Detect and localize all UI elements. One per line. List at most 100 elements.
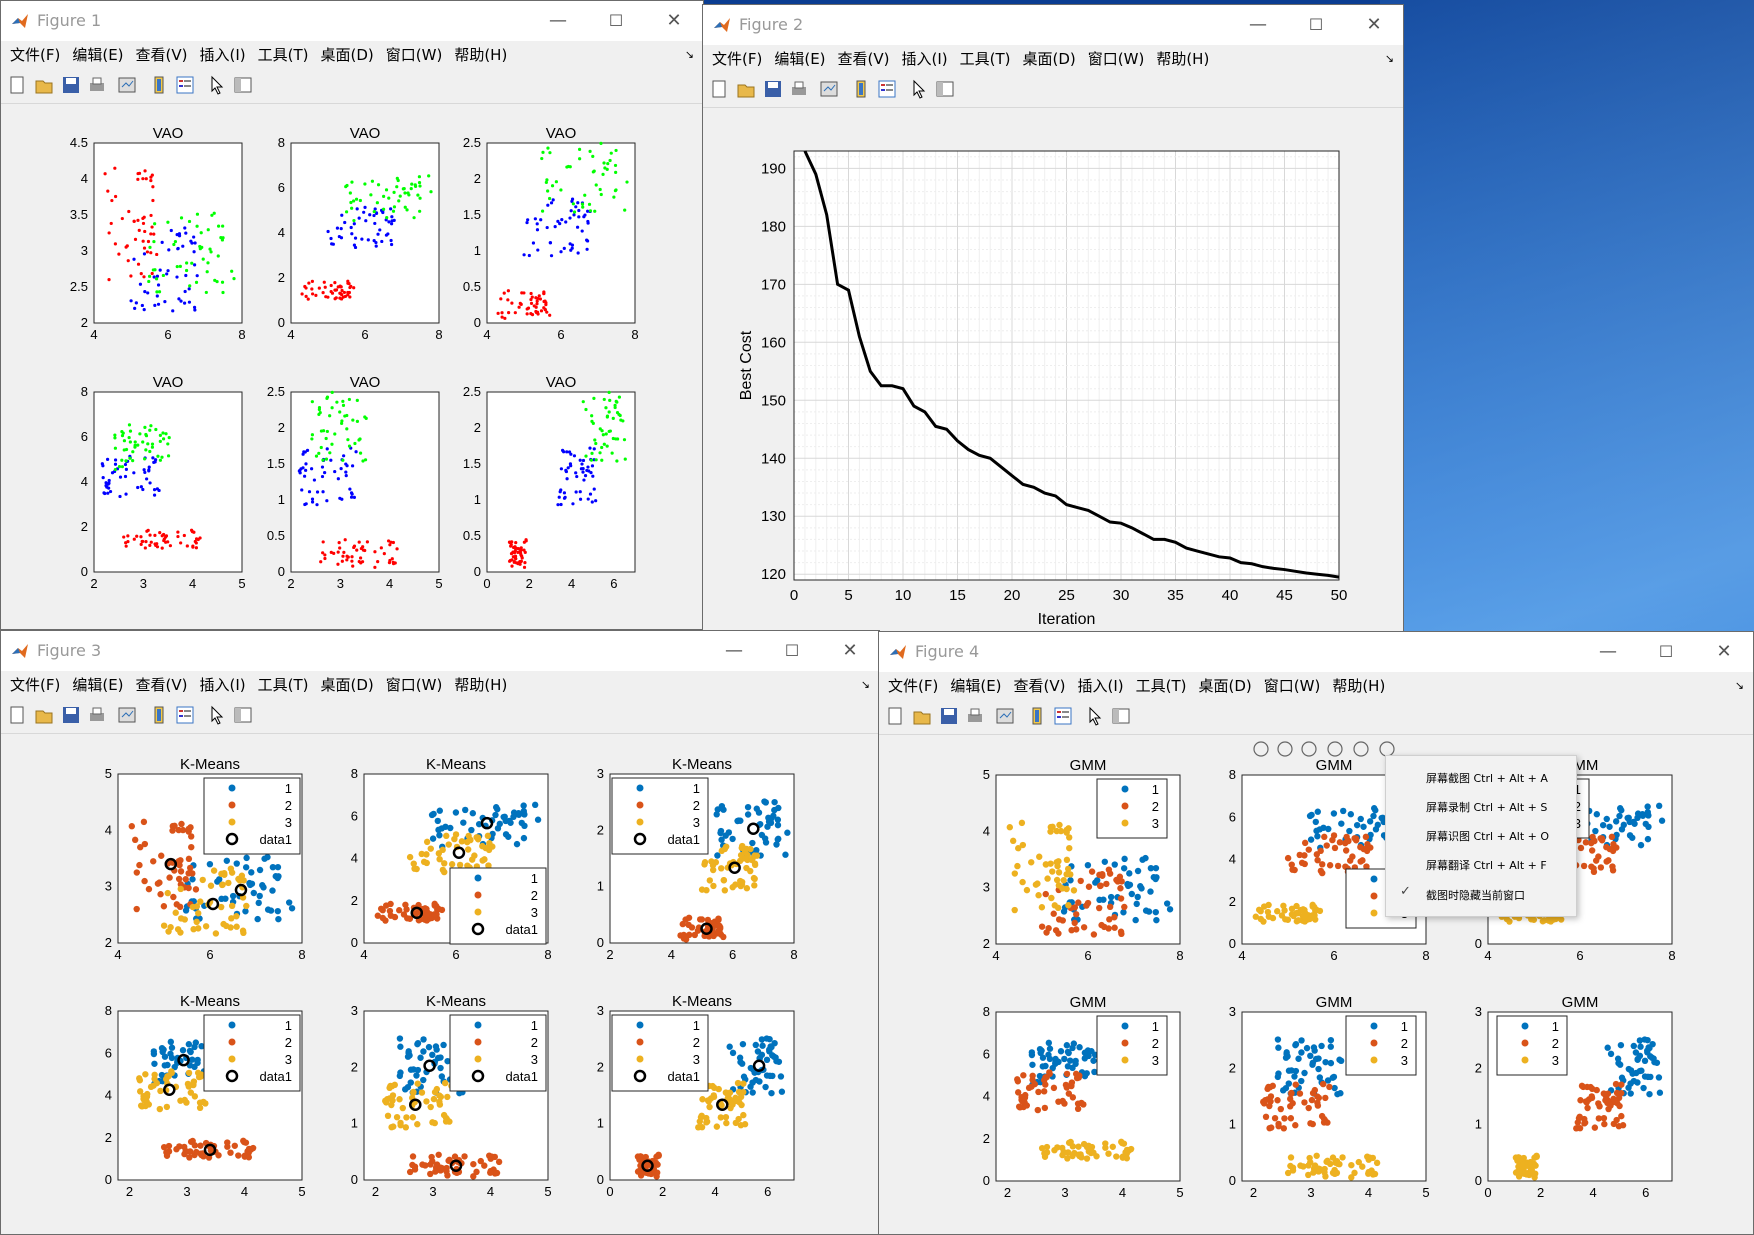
menu-item[interactable]: 桌面(D) [1198, 677, 1252, 695]
save-icon[interactable] [61, 75, 81, 95]
close-button[interactable]: ✕ [842, 640, 858, 661]
link-plot-icon[interactable] [117, 705, 137, 725]
close-button[interactable]: ✕ [666, 10, 682, 31]
menu-item[interactable]: 查看(V) [135, 46, 188, 64]
pointer-icon[interactable] [207, 75, 227, 95]
dock-arrow-icon[interactable]: ↘ [860, 678, 870, 691]
menu-item[interactable]: 编辑(E) [774, 50, 826, 68]
menu-item[interactable]: 编辑(E) [950, 677, 1002, 695]
minimize-button[interactable]: — [549, 10, 567, 31]
menu-item[interactable]: 工具(T) [257, 676, 309, 694]
menu-item[interactable]: 帮助(H) [1156, 50, 1210, 68]
menu-item[interactable]: 插入(I) [199, 46, 246, 64]
title-bar[interactable]: Figure 2 — ☐ ✕ [703, 5, 1403, 45]
print-icon[interactable] [789, 79, 809, 99]
save-icon[interactable] [61, 705, 81, 725]
menu-item[interactable]: 文件(F) [10, 676, 61, 694]
menu-item[interactable]: 桌面(D) [320, 676, 374, 694]
pan-icon[interactable] [1327, 741, 1343, 757]
rotate-icon[interactable] [1301, 741, 1317, 757]
menu-item[interactable]: 帮助(H) [454, 46, 508, 64]
save-icon[interactable] [939, 706, 959, 726]
menu-item[interactable]: 文件(F) [888, 677, 939, 695]
maximize-button[interactable]: ☐ [1308, 15, 1324, 34]
menu-item[interactable]: 工具(T) [959, 50, 1011, 68]
menu-item[interactable]: 帮助(H) [454, 676, 508, 694]
figure-canvas[interactable]: 4 6 8 2 2.5 3 3.5 4 4.5 VAO 4 6 8 0 2 4 6 8 VAO 4 6 8 0 0.5 1 1.5… [1, 104, 703, 629]
new-figure-icon[interactable] [885, 706, 905, 726]
legend-icon[interactable] [1053, 706, 1073, 726]
close-button[interactable]: ✕ [1716, 641, 1732, 662]
menu-item[interactable]: 窗口(W) [1087, 50, 1145, 68]
context-menu-item-record[interactable]: 屏幕录制 Ctrl + Alt + S [1426, 801, 1548, 814]
screenshot-context-menu[interactable]: 屏幕截图 Ctrl + Alt + A 屏幕录制 Ctrl + Alt + S … [1385, 755, 1577, 917]
legend-icon[interactable] [877, 79, 897, 99]
context-menu-item-ocr[interactable]: 屏幕识图 Ctrl + Alt + O [1426, 830, 1550, 843]
pointer-icon[interactable] [1085, 706, 1105, 726]
print-icon[interactable] [87, 75, 107, 95]
open-icon[interactable] [34, 75, 54, 95]
maximize-button[interactable]: ☐ [608, 11, 624, 30]
menu-item[interactable]: 窗口(W) [1263, 677, 1321, 695]
colorbar-icon[interactable] [149, 705, 169, 725]
close-button[interactable]: ✕ [1366, 14, 1382, 35]
link-plot-icon[interactable] [995, 706, 1015, 726]
zoom-out-icon[interactable] [1379, 741, 1395, 757]
legend-icon[interactable] [175, 75, 195, 95]
context-menu-item-translate[interactable]: 屏幕翻译 Ctrl + Alt + F [1426, 859, 1547, 872]
dock-arrow-icon[interactable]: ↘ [684, 48, 694, 61]
link-plot-icon[interactable] [117, 75, 137, 95]
colorbar-icon[interactable] [851, 79, 871, 99]
menu-item[interactable]: 插入(I) [199, 676, 246, 694]
menu-item[interactable]: 桌面(D) [320, 46, 374, 64]
context-menu-item-hide-window[interactable]: 截图时隐藏当前窗口 [1426, 889, 1525, 902]
minimize-button[interactable]: — [725, 640, 743, 661]
menu-item[interactable]: 插入(I) [901, 50, 948, 68]
menu-item[interactable]: 帮助(H) [1332, 677, 1386, 695]
property-editor-icon[interactable] [1111, 706, 1131, 726]
figure-4-window[interactable]: Figure 4 — ☐ ✕ 文件(F) 编辑(E) 查看(V) 插入(I) 工具(T) 桌… [878, 631, 1754, 1235]
menu-item[interactable]: 文件(F) [712, 50, 763, 68]
figure-canvas[interactable]: 4 6 8 2 3 4 5 K-Means 1 2 3 data1 4 6 8 0 2 4 6 8 K-Means 1 2 3… [1, 734, 879, 1234]
title-bar[interactable]: Figure 3 — ☐ ✕ [1, 631, 879, 671]
menu-item[interactable]: 工具(T) [257, 46, 309, 64]
data-tip-icon[interactable] [1277, 741, 1293, 757]
legend-icon[interactable] [175, 705, 195, 725]
maximize-button[interactable]: ☐ [784, 641, 800, 660]
menu-item[interactable]: 插入(I) [1077, 677, 1124, 695]
menu-item[interactable]: 窗口(W) [385, 46, 443, 64]
property-editor-icon[interactable] [233, 75, 253, 95]
pointer-icon[interactable] [909, 79, 929, 99]
open-icon[interactable] [912, 706, 932, 726]
minimize-button[interactable]: — [1599, 641, 1617, 662]
property-editor-icon[interactable] [233, 705, 253, 725]
brush-icon[interactable] [1253, 741, 1269, 757]
figure-canvas[interactable]: 4682345GMM12346802468GMM12346802468GMM12… [879, 735, 1753, 1234]
save-icon[interactable] [763, 79, 783, 99]
menu-item[interactable]: 查看(V) [135, 676, 188, 694]
open-icon[interactable] [736, 79, 756, 99]
title-bar[interactable]: Figure 1 — ☐ ✕ [1, 1, 703, 41]
menu-item[interactable]: 查看(V) [837, 50, 890, 68]
menu-item[interactable]: 查看(V) [1013, 677, 1066, 695]
menu-item[interactable]: 文件(F) [10, 46, 61, 64]
menu-item[interactable]: 窗口(W) [385, 676, 443, 694]
figure-3-window[interactable]: Figure 3 — ☐ ✕ 文件(F) 编辑(E) 查看(V) 插入(I) 工具(T) 桌… [0, 630, 880, 1235]
open-icon[interactable] [34, 705, 54, 725]
figure-2-window[interactable]: Figure 2 — ☐ ✕ 文件(F) 编辑(E) 查看(V) 插入(I) 工具(T) 桌… [702, 4, 1404, 634]
new-figure-icon[interactable] [709, 79, 729, 99]
colorbar-icon[interactable] [1027, 706, 1047, 726]
menu-item[interactable]: 编辑(E) [72, 676, 124, 694]
menu-item[interactable]: 编辑(E) [72, 46, 124, 64]
colorbar-icon[interactable] [149, 75, 169, 95]
print-icon[interactable] [965, 706, 985, 726]
minimize-button[interactable]: — [1249, 14, 1267, 35]
link-plot-icon[interactable] [819, 79, 839, 99]
context-menu-item-screenshot[interactable]: 屏幕截图 Ctrl + Alt + A [1426, 772, 1548, 785]
figure-1-window[interactable]: Figure 1 — ☐ ✕ 文件(F) 编辑(E) 查看(V) 插入(I) 工具(T) 桌… [0, 0, 704, 630]
maximize-button[interactable]: ☐ [1658, 642, 1674, 661]
menu-item[interactable]: 桌面(D) [1022, 50, 1076, 68]
dock-arrow-icon[interactable]: ↘ [1734, 679, 1744, 692]
figure-canvas[interactable]: 0 5 10 15 20 25 30 35 40 45 50 120 130 140 150 160 170 18… [703, 108, 1403, 633]
new-figure-icon[interactable] [7, 705, 27, 725]
